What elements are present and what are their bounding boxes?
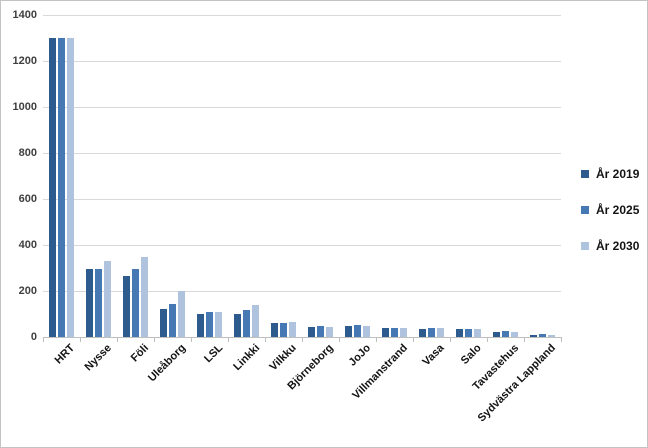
bar-jojo-3	[363, 326, 370, 337]
bar-hrt-3	[67, 38, 74, 337]
legend-label: År 2025	[596, 203, 640, 217]
bar-f-li-2	[132, 269, 139, 337]
gridline	[43, 153, 561, 154]
y-tick-label: 1000	[12, 101, 37, 113]
axis-tick	[191, 338, 192, 342]
bar-lsl-2	[206, 312, 213, 337]
y-tick-label: 1200	[12, 55, 37, 67]
bar-salo-3	[474, 329, 481, 337]
bar-bj-rneborg-1	[308, 327, 315, 337]
bar-tavastehus-1	[493, 332, 500, 337]
plot-area	[43, 15, 561, 337]
legend-swatch	[581, 170, 589, 178]
y-tick-label: 400	[18, 239, 37, 251]
gridline	[43, 199, 561, 200]
axis-tick	[376, 338, 377, 342]
bar-sydv-stra-lappland-3	[548, 335, 555, 337]
bar-vilkku-2	[280, 323, 287, 337]
x-category-label: Vilkku	[267, 342, 299, 374]
legend-swatch	[581, 206, 589, 214]
legend-item-2: År 2025	[581, 203, 639, 217]
bar-jojo-1	[345, 326, 352, 337]
y-tick-label: 600	[18, 193, 37, 205]
gridline	[43, 245, 561, 246]
legend-label: År 2019	[596, 167, 640, 181]
axis-tick	[154, 338, 155, 342]
bar-ule-borg-3	[178, 291, 185, 337]
x-category-label: Föli	[128, 342, 151, 365]
bar-vasa-1	[419, 329, 426, 337]
y-tick-label: 0	[30, 331, 37, 343]
axis-tick	[43, 338, 44, 342]
bar-hrt-2	[58, 38, 65, 337]
bar-vilkku-3	[289, 322, 296, 337]
x-category-label: HRT	[52, 342, 77, 367]
bar-linkki-3	[252, 305, 259, 337]
bar-salo-2	[465, 329, 472, 337]
bar-ule-borg-2	[169, 304, 176, 337]
bar-vilkku-1	[271, 323, 278, 337]
x-category-label: Linkki	[231, 342, 262, 373]
bar-sydv-stra-lappland-2	[539, 334, 546, 337]
bar-tavastehus-2	[502, 331, 509, 337]
gridline	[43, 107, 561, 108]
gridline	[43, 291, 561, 292]
bar-linkki-1	[234, 314, 241, 337]
x-axis-line	[43, 337, 562, 338]
bar-villmanstrand-1	[382, 328, 389, 337]
bar-villmanstrand-2	[391, 328, 398, 337]
bar-lsl-1	[197, 314, 204, 337]
bar-vasa-3	[437, 328, 444, 337]
bar-hrt-1	[49, 38, 56, 337]
x-category-label: Salo	[459, 342, 484, 367]
axis-tick	[450, 338, 451, 342]
axis-tick	[302, 338, 303, 342]
legend-label: År 2030	[596, 239, 640, 253]
x-category-label: Vasa	[420, 342, 447, 369]
bar-tavastehus-3	[511, 332, 518, 337]
gridline	[43, 15, 561, 16]
legend-swatch	[581, 242, 589, 250]
bar-nysse-3	[104, 261, 111, 337]
x-category-label: LSL	[201, 342, 225, 366]
axis-tick	[117, 338, 118, 342]
bar-nysse-2	[95, 269, 102, 337]
axis-tick	[413, 338, 414, 342]
axis-tick	[561, 338, 562, 342]
bar-ule-borg-1	[160, 309, 167, 337]
bar-villmanstrand-3	[400, 328, 407, 337]
bar-bj-rneborg-3	[326, 327, 333, 337]
axis-tick	[228, 338, 229, 342]
bar-f-li-1	[123, 276, 130, 337]
gridline	[43, 61, 561, 62]
legend-item-1: År 2019	[581, 167, 639, 181]
legend-item-3: År 2030	[581, 239, 639, 253]
axis-tick	[265, 338, 266, 342]
y-tick-label: 800	[18, 147, 37, 159]
bar-nysse-1	[86, 269, 93, 337]
bar-vasa-2	[428, 328, 435, 337]
bar-lsl-3	[215, 312, 222, 337]
bar-jojo-2	[354, 325, 361, 337]
axis-tick	[339, 338, 340, 342]
axis-tick	[80, 338, 81, 342]
bar-salo-1	[456, 329, 463, 337]
x-category-label: Uleåborg	[145, 342, 188, 385]
bar-f-li-3	[141, 257, 148, 337]
x-category-label: Nysse	[82, 342, 114, 374]
x-category-label: JoJo	[346, 342, 373, 369]
legend: År 2019 År 2025 År 2030	[581, 167, 639, 253]
y-tick-label: 200	[18, 285, 37, 297]
bar-bj-rneborg-2	[317, 326, 324, 337]
bar-linkki-2	[243, 310, 250, 337]
bar-sydv-stra-lappland-1	[530, 335, 537, 337]
axis-tick	[524, 338, 525, 342]
y-tick-label: 1400	[12, 9, 37, 21]
axis-tick	[487, 338, 488, 342]
